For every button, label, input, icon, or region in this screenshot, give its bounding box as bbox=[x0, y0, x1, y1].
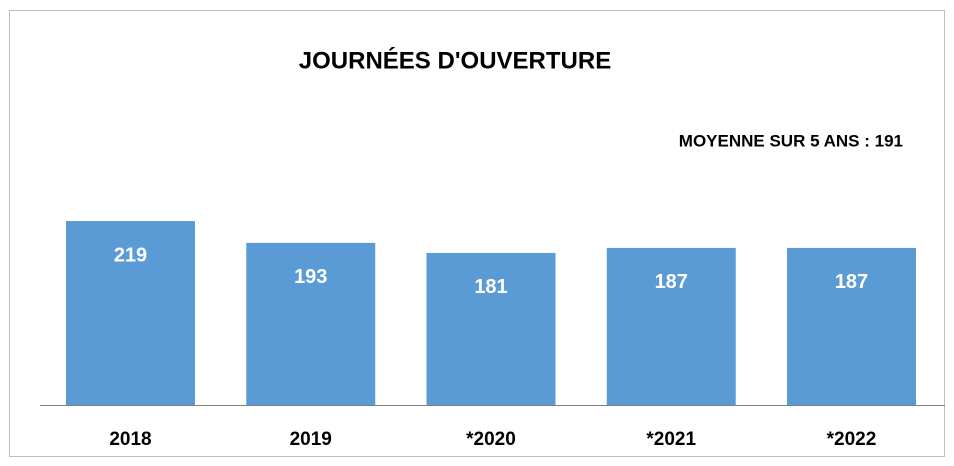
data-label: 187 bbox=[835, 271, 868, 293]
bar bbox=[426, 252, 556, 405]
bar bbox=[606, 247, 736, 405]
x-tick-label: *2021 bbox=[646, 429, 696, 450]
x-tick-label: 2019 bbox=[290, 429, 332, 450]
x-tick-label: 2018 bbox=[109, 429, 151, 450]
data-label: 219 bbox=[114, 244, 147, 266]
chart-title: JOURNÉES D'OUVERTURE bbox=[299, 46, 611, 74]
bar bbox=[246, 242, 376, 405]
bar bbox=[66, 221, 195, 405]
data-label: 193 bbox=[294, 266, 327, 288]
bar bbox=[787, 247, 916, 405]
data-label: 187 bbox=[655, 271, 688, 293]
x-tick-label: *2020 bbox=[466, 429, 516, 450]
annotation: MOYENNE SUR 5 ANS : 191 bbox=[679, 131, 903, 150]
data-label: 181 bbox=[474, 276, 507, 298]
x-tick-label: *2022 bbox=[827, 429, 877, 450]
